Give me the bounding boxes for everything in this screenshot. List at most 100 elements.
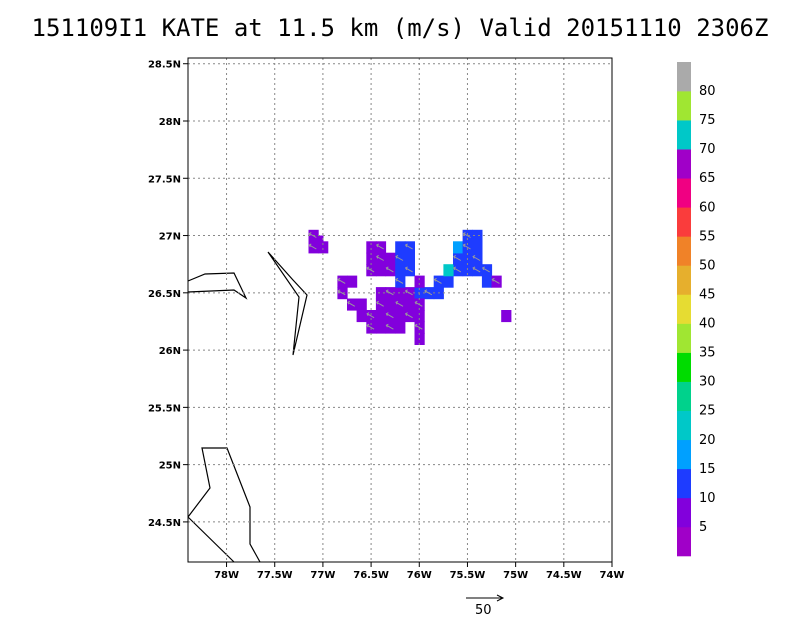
grid-lines <box>188 58 613 562</box>
wind-vector-head <box>404 289 408 294</box>
wind-vector-head <box>395 255 399 259</box>
wind-vector-head <box>385 289 389 294</box>
wind-vector <box>366 313 375 319</box>
y-tick-label: 27.5N <box>148 174 181 185</box>
wind-vector <box>366 324 375 330</box>
wind-vector-head <box>366 323 370 328</box>
wind-vector-head <box>376 255 379 259</box>
wind-vector-head <box>308 232 312 236</box>
wind-vector <box>337 278 346 284</box>
wind-vector-head <box>453 266 457 271</box>
colorbar-label: 60 <box>699 200 716 215</box>
y-tick-label: 26N <box>159 346 181 357</box>
wind-vector-head <box>414 300 418 305</box>
x-axis: 78W 77.5W 77W 76.5W 76W 75.5W 75W 74.5W 74W <box>214 562 624 581</box>
wind-vector <box>337 290 346 296</box>
colorbar-label: 15 <box>699 462 716 477</box>
heatmap-cell <box>375 264 387 277</box>
heatmap-cell <box>501 310 512 323</box>
heatmap-cell <box>404 252 415 265</box>
wind-vector <box>405 290 413 296</box>
colorbar-swatch <box>677 410 691 441</box>
colorbar-swatch <box>677 91 691 121</box>
heatmap-cell <box>347 275 358 288</box>
heatmap-cell <box>375 321 387 334</box>
coastline-segment <box>187 516 235 563</box>
colorbar-swatch <box>677 120 691 150</box>
y-tick-label: 25.5N <box>148 403 181 414</box>
colorbar-swatch <box>677 381 691 412</box>
wind-vector <box>405 313 413 319</box>
colorbar-label: 55 <box>699 229 716 244</box>
y-tick-label: 28.5N <box>148 60 181 71</box>
wind-vector <box>386 267 394 273</box>
heatmap-cell <box>443 264 454 277</box>
colorbar-swatch <box>677 265 691 295</box>
wind-vector-head <box>462 232 466 236</box>
y-tick-label: 27N <box>159 232 181 243</box>
colorbar-label: 70 <box>699 142 716 157</box>
colorbar-label: 5 <box>699 520 707 535</box>
colorbar-swatch <box>677 439 691 470</box>
wind-vector-head <box>385 312 389 316</box>
wind-vector-head <box>366 312 370 316</box>
y-tick-label: 26.5N <box>148 289 181 300</box>
heatmap-cell <box>414 310 425 323</box>
colorbar-label: 40 <box>699 317 716 332</box>
wind-vector-head <box>337 289 341 294</box>
wind-vector <box>309 233 317 238</box>
wind-vector-head <box>404 266 408 271</box>
colorbar-swatch <box>677 294 691 324</box>
heatmap-cell <box>443 275 454 288</box>
wind-vector-head <box>376 243 379 248</box>
colorbar-swatch <box>677 207 691 237</box>
wind-vector <box>453 267 462 273</box>
coastline-segment <box>187 272 248 300</box>
wind-vector-head <box>337 277 341 282</box>
colorbar-label: 75 <box>699 113 716 128</box>
wind-vector-head <box>424 289 428 294</box>
wind-vector-head <box>385 323 389 328</box>
heatmap-cell <box>318 241 329 254</box>
heatmap-cell <box>462 264 473 277</box>
wind-vector <box>453 256 462 261</box>
x-tick-label: 77.5W <box>257 570 293 581</box>
wind-vectors <box>308 232 500 330</box>
wind-vector-head <box>366 266 370 271</box>
wind-vector <box>395 301 404 307</box>
wind-vector-head <box>462 243 466 248</box>
x-tick-label: 77W <box>310 570 335 581</box>
wind-vector <box>415 301 423 307</box>
wind-vector-head <box>395 300 399 305</box>
colorbar-swatch <box>677 526 691 557</box>
colorbar-label: 10 <box>699 491 716 506</box>
heatmap-cell <box>414 275 425 288</box>
heatmap-cell <box>385 298 396 311</box>
colorbar-swatch <box>677 178 691 208</box>
wind-vector <box>376 244 384 250</box>
colorbar-swatch <box>677 62 691 92</box>
colorbar-label: 30 <box>699 375 716 390</box>
heatmap-cell <box>395 321 406 334</box>
wind-vector-head <box>433 277 437 282</box>
y-tick-label: 24.5N <box>148 518 181 529</box>
heatmap-cell <box>395 287 406 300</box>
wind-vector <box>386 324 394 330</box>
wind-vector <box>395 278 404 284</box>
wind-vector <box>395 256 404 261</box>
vector-reference: 50 <box>466 594 505 618</box>
heatmap-cell <box>395 310 406 323</box>
colorbar: 5 10 15 20 25 30 35 40 45 50 55 60 65 70 75 80 <box>677 62 716 557</box>
x-tick-label: 76.5W <box>353 570 389 581</box>
x-tick-label: 75W <box>503 570 528 581</box>
colorbar-swatch <box>677 352 691 382</box>
wind-vector <box>472 256 481 261</box>
wind-vector <box>405 244 413 250</box>
reference-arrowhead <box>496 594 505 602</box>
colorbar-label: 80 <box>699 84 716 99</box>
wind-vector-head <box>404 312 408 316</box>
wind-vector <box>309 244 317 250</box>
wind-vector <box>347 301 356 307</box>
heatmap-cell <box>395 241 406 254</box>
